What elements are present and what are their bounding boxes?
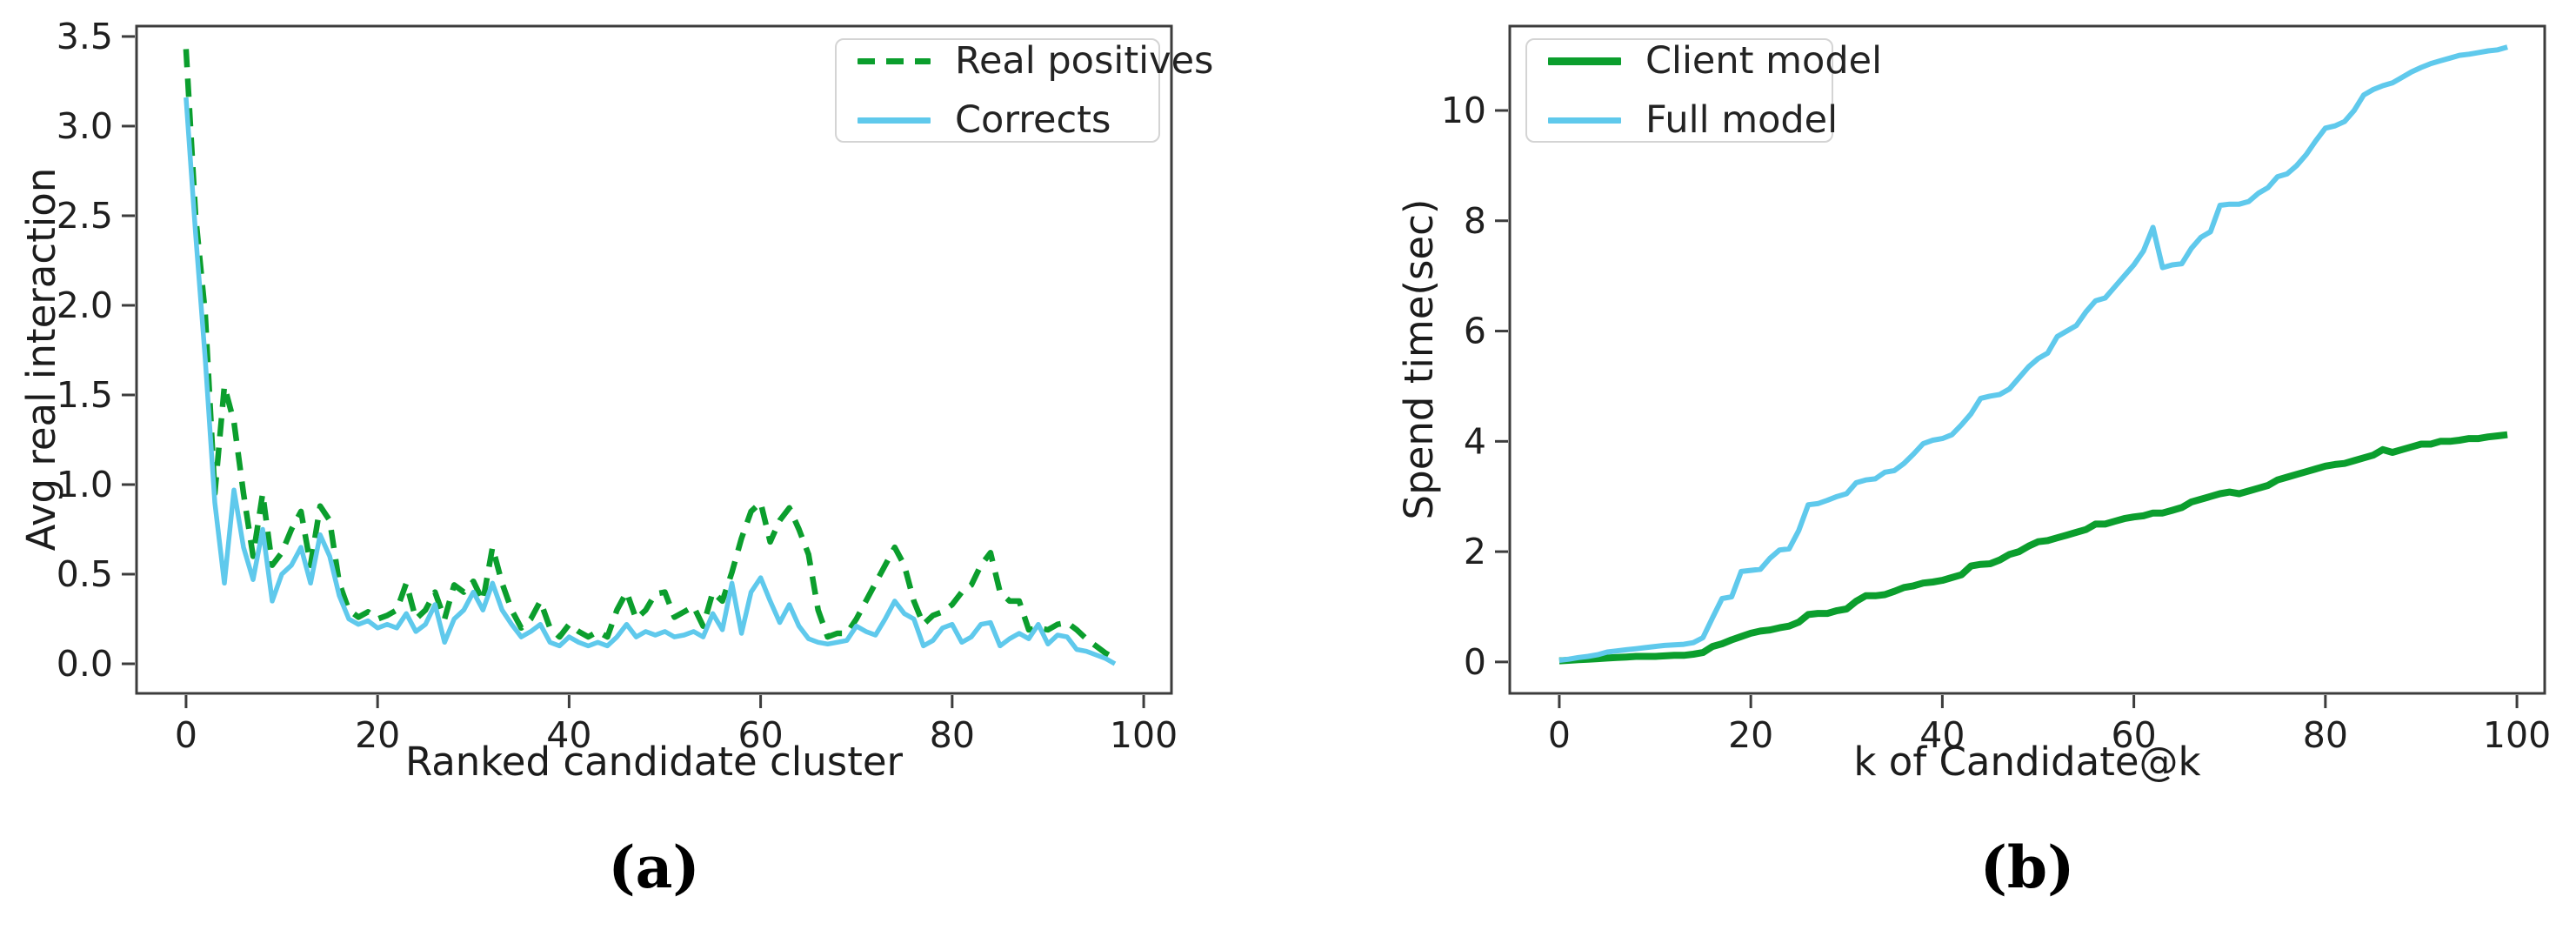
y-axis-tick-label: 4 xyxy=(1464,420,1486,462)
chart-b-x-axis-label: k of Candidate@k xyxy=(1853,739,2201,785)
series-line-corrects xyxy=(184,97,1117,666)
x-axis-tick-label: 20 xyxy=(1728,714,1773,756)
y-axis-tick-label: 3.5 xyxy=(57,16,113,57)
legend-label-client-model: Client model xyxy=(1645,39,1883,83)
y-axis-tick-label: 10 xyxy=(1441,90,1486,131)
x-axis-tick-label: 80 xyxy=(2303,714,2348,756)
plot-frame xyxy=(1508,24,2546,695)
x-axis-tick-label: 0 xyxy=(175,714,197,756)
x-axis-tick-label: 40 xyxy=(1919,714,1965,756)
legend-label-real-positives: Real positives xyxy=(955,39,1214,83)
y-axis-tick-label: 3.0 xyxy=(57,105,113,147)
x-axis-tick-label: 100 xyxy=(2483,714,2551,756)
series-line-full-model xyxy=(1558,44,2508,663)
legend-row: Corrects xyxy=(858,98,1150,142)
chart-a-plot-area: 0 20 40 60 80 100 0.0 0.5 1.0 1.5 2.0 2.5 3.0 3.5 xyxy=(57,16,1178,756)
y-axis-tick-label: 1.5 xyxy=(57,374,113,416)
chart-b-legend: Client model Full model xyxy=(1525,38,1882,143)
y-axis-tick-label: 0 xyxy=(1464,641,1486,683)
legend-swatch-client-model xyxy=(1548,57,1621,65)
x-axis-tick-label: 80 xyxy=(930,714,975,756)
chart-a-legend: Real positives Corrects xyxy=(835,38,1213,143)
y-axis-tick-label: 0.5 xyxy=(57,553,113,595)
y-axis-tick-label: 2 xyxy=(1464,531,1486,572)
series-line-client-model xyxy=(1558,431,2508,665)
legend-swatch-full-model xyxy=(1548,117,1621,124)
y-axis-tick-label: 2.0 xyxy=(57,284,113,326)
x-axis-tick-label: 0 xyxy=(1548,714,1571,756)
y-axis-tick-label: 1.0 xyxy=(57,464,113,505)
chart-a-caption: (a) xyxy=(608,833,700,901)
chart-b-caption: (b) xyxy=(1979,833,2075,901)
legend-label-corrects: Corrects xyxy=(955,98,1111,142)
plot-frame xyxy=(135,24,1173,695)
legend-row: Client model xyxy=(1548,39,1882,83)
series-line-real-positives xyxy=(183,49,1117,661)
y-axis-tick-label: 2.5 xyxy=(57,195,113,237)
legend-swatch-real-positives xyxy=(858,57,931,64)
x-axis-tick-label: 20 xyxy=(355,714,400,756)
y-axis-tick-label: 6 xyxy=(1464,311,1486,352)
chart-b-plot-area: 0 20 40 60 80 100 0 2 4 6 8 10 xyxy=(1441,24,2551,756)
legend-row: Full model xyxy=(1548,98,1838,142)
legend-label-full-model: Full model xyxy=(1645,98,1839,142)
chart-a-y-axis-label: Avg real interaction xyxy=(18,167,64,552)
y-axis-tick-label: 8 xyxy=(1464,200,1486,242)
x-axis-tick-label: 60 xyxy=(2112,714,2157,756)
chart-b-y-axis-label: Spend time(sec) xyxy=(1396,198,1442,520)
legend-swatch-corrects xyxy=(858,117,931,124)
y-axis-tick-label: 0.0 xyxy=(57,643,113,685)
chart-a-x-axis-label: Ranked candidate cluster xyxy=(404,739,904,785)
x-axis-tick-label: 40 xyxy=(546,714,591,756)
x-axis-tick-label: 60 xyxy=(738,714,784,756)
legend-row: Real positives xyxy=(858,39,1213,83)
x-axis-tick-label: 100 xyxy=(1110,714,1178,756)
